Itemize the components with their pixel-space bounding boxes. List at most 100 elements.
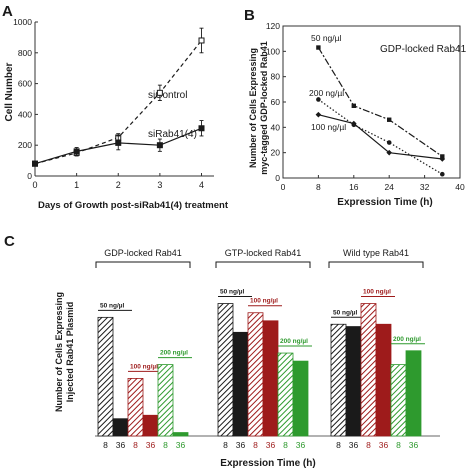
bar-time-label: 8: [103, 440, 108, 450]
panel-b-ylabel-line1: Number of Cells Expressing: [248, 48, 258, 168]
legend-100: 100 ng/µl: [311, 122, 346, 132]
panel-b-x-tick-label: 40: [455, 182, 465, 192]
panel-b-data-point: [316, 97, 321, 102]
panel-a-data-point: [198, 125, 205, 132]
panel-a-data-point: [32, 160, 38, 167]
group-bracket: [215, 261, 311, 268]
panel-a-chart: Cell Number Days of Growth post-siRab41(…: [4, 17, 229, 211]
panel-b-x-tick-label: 8: [316, 182, 321, 192]
bar: [157, 364, 174, 437]
bar: [142, 414, 159, 437]
panel-b-series-line: [317, 47, 443, 157]
panel-b-y-tick-label: 100: [266, 46, 280, 56]
bar: [232, 331, 249, 437]
panel-c-xlabel: Expression Time (h): [220, 458, 315, 469]
panel-a-x-tick-label: 2: [116, 180, 121, 190]
concentration-label: 200 ng/µl: [393, 336, 421, 343]
bar-time-label: 36: [349, 440, 359, 450]
panel-a-ylabel: Cell Number: [4, 62, 15, 121]
panel-a-data-point: [156, 142, 163, 149]
bar: [112, 418, 129, 437]
legend-200: 200 ng/µl: [309, 88, 344, 98]
panel-b-data-point: [386, 149, 392, 156]
panel-c-ylabel-line2: Injected Rab41 Plasmid: [65, 302, 75, 403]
bar-time-label: 36: [176, 440, 186, 450]
bar: [292, 360, 309, 437]
panel-b-data-point: [440, 171, 445, 177]
group-title: GDP-locked Rab41: [104, 248, 182, 258]
panel-c-chart: Number of Cells Expressing Injected Rab4…: [54, 248, 440, 469]
bar-time-label: 36: [296, 440, 306, 450]
group-title: Wild type Rab41: [343, 248, 409, 258]
panel-b-y-tick-label: 20: [271, 148, 281, 158]
panel-b-y-tick-label: 60: [271, 97, 281, 107]
bar-time-label: 8: [336, 440, 341, 450]
bar: [345, 326, 362, 437]
bar: [217, 303, 234, 437]
bar: [97, 316, 114, 437]
bar-time-label: 8: [253, 440, 258, 450]
legend-sirab41: siRab41(4): [148, 129, 197, 140]
bar: [390, 364, 407, 437]
panel-b-y-tick-label: 80: [271, 72, 281, 82]
panel-b-y-tick-label: 40: [271, 122, 281, 132]
panel-a-y-tick-label: 600: [18, 79, 32, 89]
bar-time-label: 8: [163, 440, 168, 450]
concentration-label: 200 ng/µl: [160, 350, 188, 357]
panel-a-xlabel: Days of Growth post-siRab41(4) treatment: [38, 200, 229, 211]
bar-time-label: 36: [409, 440, 419, 450]
bar: [172, 432, 189, 437]
panel-b-data-point: [386, 140, 392, 145]
bar: [375, 323, 392, 437]
group-bracket: [95, 261, 191, 268]
bar: [360, 303, 377, 437]
bar-time-label: 8: [366, 440, 371, 450]
panel-a-y-tick-label: 1000: [13, 17, 32, 27]
panel-b-chart: Number of Cells Expressing myc-tagged GD…: [248, 21, 467, 208]
bar-time-label: 36: [236, 440, 246, 450]
panel-a-data-point: [115, 139, 122, 146]
panel-b-data-point: [351, 103, 356, 108]
panel-label-c: C: [4, 233, 15, 250]
panel-b-x-tick-label: 24: [384, 182, 394, 192]
panel-a-x-tick-label: 1: [74, 180, 79, 190]
panel-a-data-point: [156, 89, 163, 96]
panel-a-y-tick-label: 0: [27, 171, 32, 181]
concentration-label: 50 ng/µl: [333, 309, 358, 316]
bar: [277, 352, 294, 437]
panel-b-xlabel: Expression Time (h): [337, 197, 432, 208]
panel-b-x-tick-label: 16: [349, 182, 359, 192]
panel-a-x-tick-label: 4: [199, 180, 204, 190]
panel-b-data-point: [315, 111, 322, 118]
panel-a-x-tick-label: 3: [157, 180, 162, 190]
concentration-label: 100 ng/µl: [250, 298, 278, 305]
panel-c-ylabel-line1: Number of Cells Expressing: [54, 292, 64, 412]
bar: [405, 350, 422, 437]
bar-time-label: 36: [146, 440, 156, 450]
panel-b-y-tick-label: 0: [275, 173, 280, 183]
group-title: GTP-locked Rab41: [225, 248, 302, 258]
panel-b-x-tick-label: 32: [420, 182, 430, 192]
panel-a-y-tick-label: 200: [18, 140, 32, 150]
panel-a-data-point: [198, 37, 205, 44]
panel-b-ylabel-line2: myc-tagged GDP-locked Rab41: [259, 41, 269, 175]
panel-label-a: A: [2, 3, 13, 20]
panel-b-title: GDP-locked Rab41: [380, 44, 467, 55]
concentration-label: 100 ng/µl: [130, 363, 158, 370]
concentration-label: 50 ng/µl: [220, 289, 245, 296]
bar: [127, 377, 144, 437]
panel-b-data-point: [316, 45, 321, 50]
bar: [330, 323, 347, 437]
bar-time-label: 8: [223, 440, 228, 450]
bar-time-label: 36: [116, 440, 126, 450]
bar-time-label: 8: [133, 440, 138, 450]
concentration-label: 50 ng/µl: [100, 302, 125, 309]
legend-50: 50 ng/µl: [311, 33, 342, 43]
panel-a-data-point: [73, 148, 80, 155]
bar-time-label: 8: [283, 440, 288, 450]
bar-time-label: 36: [379, 440, 389, 450]
panel-b-data-point: [387, 117, 392, 122]
bar: [262, 320, 279, 437]
panel-label-b: B: [244, 7, 255, 24]
